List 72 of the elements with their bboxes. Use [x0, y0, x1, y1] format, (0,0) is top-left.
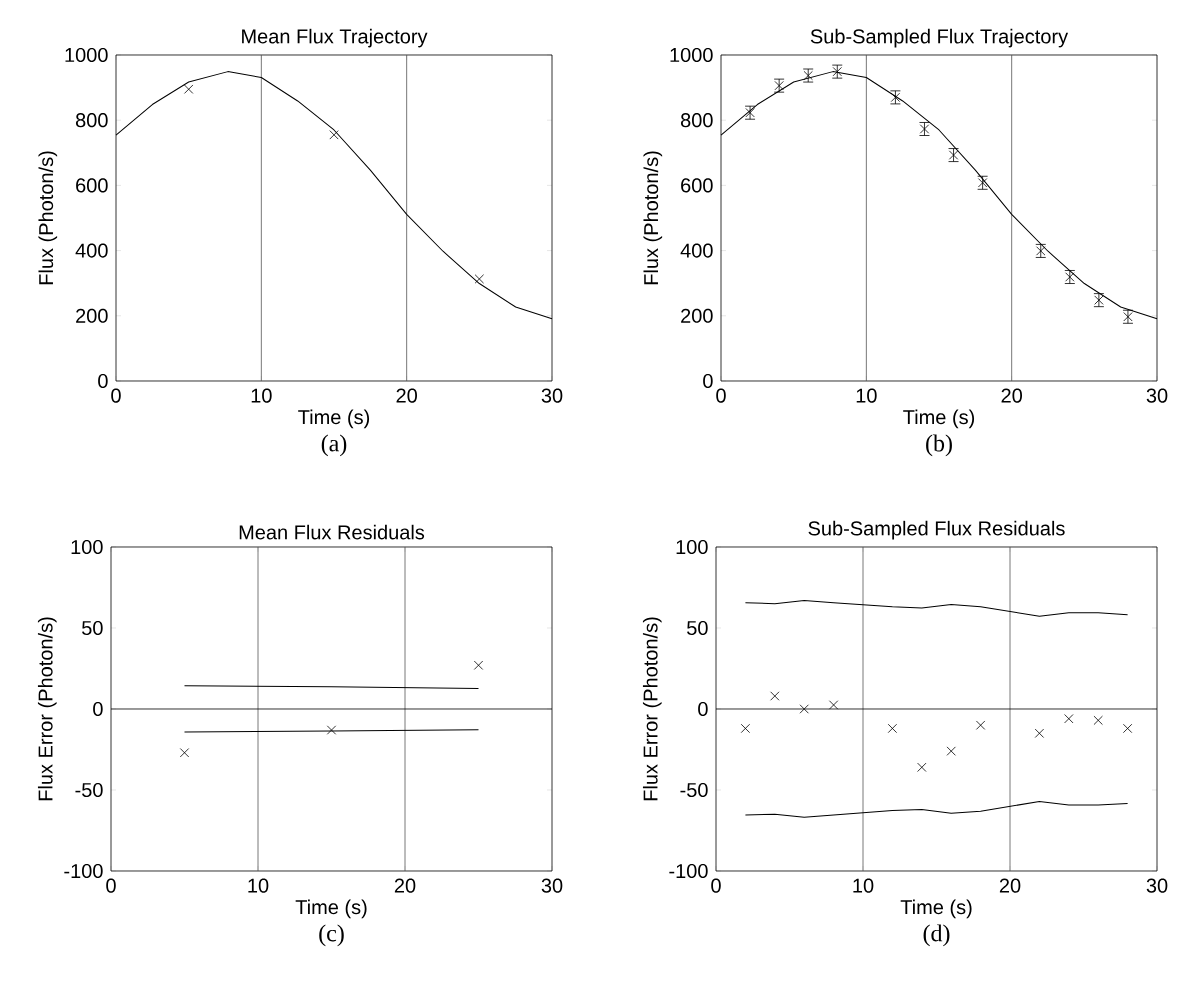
line-series [744, 599, 1129, 617]
y-tick-label: 400 [680, 243, 713, 258]
x-axis-title: Time (s) [900, 899, 972, 919]
point [1122, 723, 1133, 734]
y-axis-title: Flux Error (Photon/s) [37, 617, 57, 801]
point [946, 746, 956, 756]
text: (d) [923, 924, 950, 947]
point [828, 700, 839, 710]
x-axis-title: Time (s) [295, 899, 367, 919]
y-tick-label: 1000 [670, 47, 713, 63]
y-tick-label: 200 [681, 308, 713, 323]
text: (a) [321, 434, 347, 457]
point [473, 660, 484, 670]
chart-title: Mean Flux Trajectory [242, 28, 428, 48]
x-tick-label: 0 [716, 388, 726, 403]
x-tick-label: 10 [248, 878, 269, 893]
point [1064, 714, 1074, 724]
y-tick-label: 800 [75, 113, 108, 128]
y-tick-label: 0 [703, 373, 713, 389]
line-series [744, 801, 1129, 818]
y-tick-label: 800 [680, 113, 713, 128]
point [474, 274, 484, 284]
x-tick-label: 20 [1001, 388, 1023, 403]
y-tick-label: -100 [64, 863, 103, 879]
point [179, 748, 190, 758]
chart-title: Sub-Sampled Flux Trajectory [810, 28, 1069, 48]
y-axis-title: Flux (Photon/s) [38, 151, 58, 285]
y-tick-label: 0 [98, 373, 108, 389]
x-tick-label: 30 [541, 878, 563, 893]
x-tick-label: 20 [999, 878, 1021, 893]
x-tick-label: 30 [1146, 878, 1168, 893]
y-axis-title: Flux (Photon/s) [643, 151, 663, 285]
y-tick-label: 200 [76, 308, 108, 323]
y-axis-title: Flux Error (Photon/s) [642, 617, 662, 801]
x-axis-title: Time (s) [903, 409, 975, 429]
point [917, 762, 927, 772]
y-tick-label: -100 [669, 863, 708, 879]
y-tick-label: 50 [82, 620, 103, 636]
y-tick-label: 0 [698, 701, 708, 717]
x-axis-title: Time (s) [298, 409, 370, 429]
point [1093, 715, 1103, 725]
y-tick-label: 50 [687, 620, 708, 636]
y-tick-label: -50 [75, 782, 103, 798]
chart-title: Mean Flux Residuals [239, 524, 425, 540]
chart-title: Sub-Sampled Flux Residuals [808, 520, 1065, 540]
x-tick-label: 20 [394, 878, 416, 893]
x-tick-label: 10 [856, 388, 877, 403]
y-tick-label: -50 [680, 782, 708, 798]
point [326, 725, 337, 735]
point [184, 84, 194, 94]
y-tick-label: 100 [676, 539, 708, 555]
y-tick-label: 600 [76, 178, 108, 193]
x-tick-label: 30 [1146, 388, 1168, 403]
y-tick-label: 100 [71, 539, 103, 555]
text: (b) [926, 434, 952, 457]
y-tick-label: 400 [75, 243, 108, 258]
x-tick-label: 10 [853, 878, 874, 893]
point [770, 691, 780, 701]
point [975, 720, 986, 730]
point [740, 723, 751, 734]
point [1034, 728, 1045, 738]
point [799, 704, 809, 714]
y-tick-label: 600 [681, 178, 713, 193]
x-tick-label: 10 [251, 388, 272, 403]
point [329, 130, 339, 140]
y-tick-label: 0 [93, 701, 103, 717]
x-tick-label: 0 [111, 388, 121, 403]
point [887, 723, 898, 734]
x-tick-label: 20 [396, 388, 417, 403]
y-tick-label: 1000 [65, 47, 108, 63]
text: (c) [319, 924, 344, 947]
x-tick-label: 30 [541, 388, 563, 403]
